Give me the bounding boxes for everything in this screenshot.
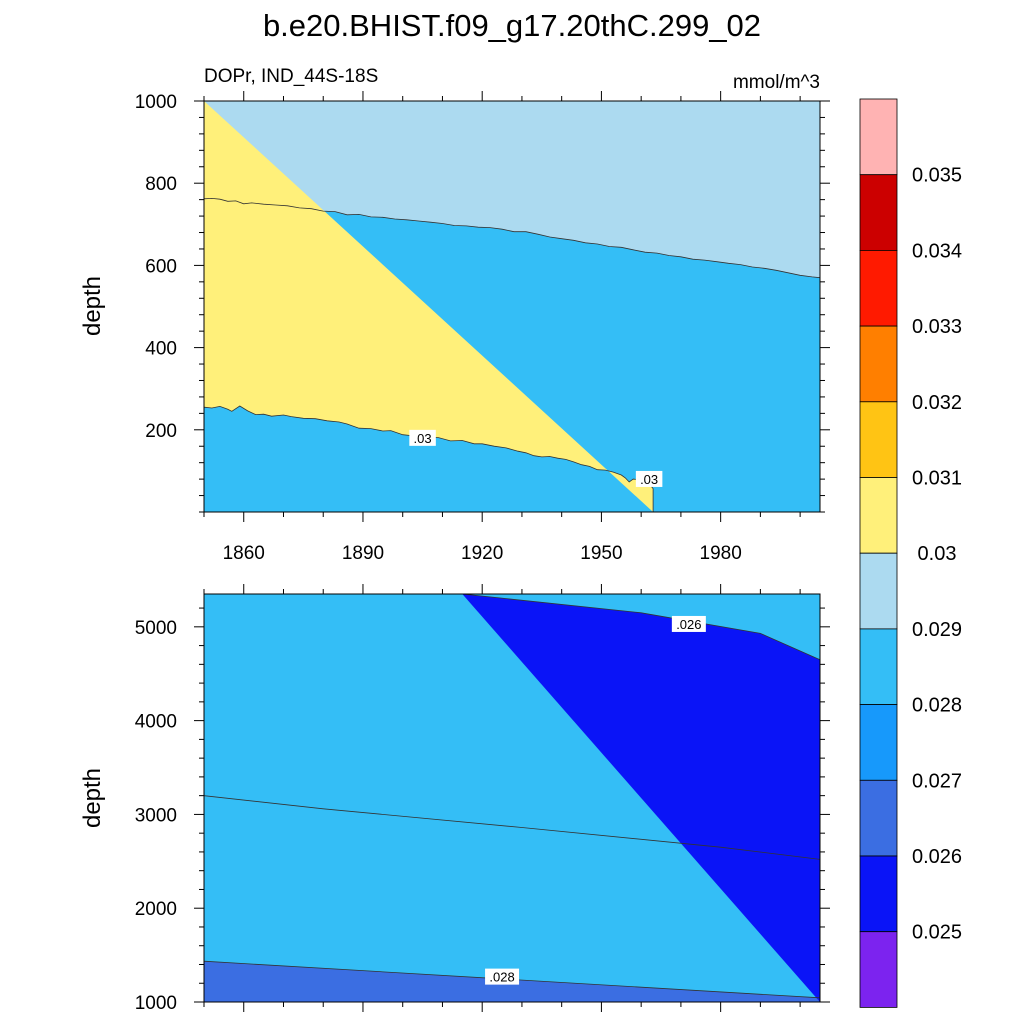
colorbar-box [859,931,898,1008]
contour-line-0.03 [203,405,654,512]
colorbar-label: 0.035 [912,165,962,187]
contour-label-bg [409,429,436,446]
contour-label: .028 [489,970,514,985]
variable-label: DOPr, IND_44S-18S [204,66,378,87]
colorbar-box [859,249,898,327]
colorbar-label: 0.033 [912,316,962,338]
colorbar-box [859,779,898,857]
colorbar-box [859,704,898,781]
colorbar-label: 0.027 [912,770,962,792]
colorbar-box [859,628,898,706]
contour-label: .026 [676,617,701,632]
colorbar-box [859,855,898,933]
units-label: mmol/m^3 [733,72,820,93]
y-tick-label: 2000 [135,899,177,920]
y-tick-label: 4000 [135,712,177,733]
y-tick-label: 5000 [135,618,177,639]
x-tick-label: 1980 [700,543,742,564]
plot-frame [203,593,821,1003]
upper-panel: .03 .03 1860 1890 1920 1950 1980 200 400 600 800 10… [135,91,830,564]
x-tick-label: 1920 [461,543,503,564]
colorbar-label: 0.026 [912,846,962,868]
x-tick-label: 1890 [342,543,384,564]
colorbar-label: 0.03 [918,543,957,565]
colorbar-box [859,325,898,403]
y-tick-label: 800 [145,174,177,195]
contour-label: .03 [640,472,658,487]
colorbar-box [859,174,898,251]
colorbar-label: 0.029 [912,619,962,641]
colorbar-label: 0.028 [912,695,962,717]
colorbar-label: 0.031 [912,468,962,490]
upper-ylabel: depth [79,276,106,336]
plot-frame [203,100,821,513]
colorbar-label: 0.032 [912,392,962,414]
colorbar-box [859,401,898,478]
colorbar-box [859,98,898,176]
band-0.030-0.031 [204,101,654,512]
contour-label: .03 [414,431,432,446]
contour-label-bg [671,615,706,632]
colorbar-label: 0.034 [912,240,962,262]
chart-title: b.e20.BHIST.f09_g17.20thC.299_02 [263,8,761,43]
y-tick-label: 1000 [135,92,177,113]
contour-label-bg [635,470,663,487]
lower-panel: .028 .026 1000 2000 3000 4000 5000 [135,584,830,1014]
y-tick-label: 1000 [135,993,177,1014]
y-tick-label: 400 [145,339,177,360]
x-tick-label: 1950 [580,543,622,564]
y-tick-label: 3000 [135,805,177,826]
y-tick-label: 600 [145,256,177,277]
band-0.029-0.030 [204,101,820,278]
contour-line-0.029 [203,197,821,279]
y-tick-label: 200 [145,421,177,442]
colorbar-box [859,552,898,630]
x-tick-label: 1860 [223,543,265,564]
contour-label-bg [485,968,520,985]
band-0.025-0.026 [462,594,820,1002]
lower-ylabel: depth [79,768,106,828]
colorbar-label: 0.025 [912,922,962,944]
colorbar-box [859,477,898,554]
contour-line-0.027 [203,795,821,860]
colorbar: 0.035 0.034 0.033 0.032 0.031 0.03 0.029 0.028 0… [859,98,962,1008]
